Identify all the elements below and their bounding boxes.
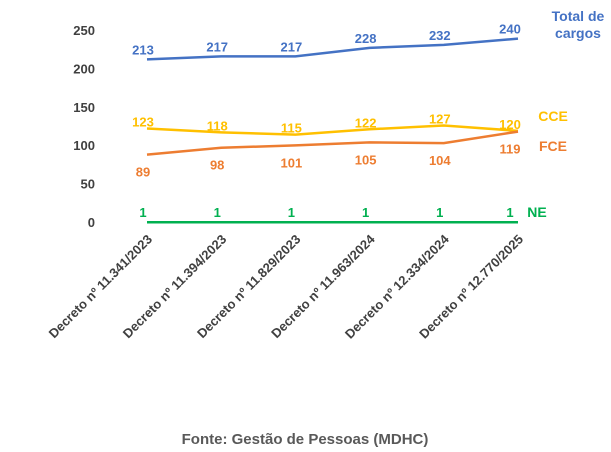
data-label: 122 bbox=[355, 115, 377, 130]
data-label: 104 bbox=[429, 153, 451, 168]
data-label: 98 bbox=[210, 158, 224, 173]
y-tick-label: 200 bbox=[73, 61, 95, 76]
data-label: 240 bbox=[499, 22, 521, 37]
data-label: 1 bbox=[436, 205, 443, 220]
data-label: 101 bbox=[281, 155, 303, 170]
data-label: 217 bbox=[281, 39, 303, 54]
data-label: 1 bbox=[362, 205, 369, 220]
data-label: 1 bbox=[214, 205, 221, 220]
series-line bbox=[146, 37, 519, 61]
series-line bbox=[146, 130, 519, 156]
data-label: 1 bbox=[506, 205, 513, 220]
data-label: 120 bbox=[499, 117, 521, 132]
data-label: 115 bbox=[281, 121, 302, 136]
y-tick-label: 100 bbox=[73, 138, 95, 153]
series-line bbox=[146, 124, 519, 136]
series-label: Total de cargos bbox=[551, 8, 605, 41]
data-label: 213 bbox=[132, 42, 154, 57]
data-label: 1 bbox=[288, 205, 295, 220]
y-tick-label: 50 bbox=[81, 177, 95, 192]
data-label: 228 bbox=[355, 31, 377, 46]
y-tick-label: 0 bbox=[88, 215, 95, 230]
data-label: 119 bbox=[500, 142, 521, 157]
source: Fonte: Gestão de Pessoas (MDHC) bbox=[182, 431, 429, 448]
data-label: 89 bbox=[136, 165, 150, 180]
data-label: 127 bbox=[429, 111, 451, 126]
data-label: 118 bbox=[207, 118, 228, 133]
series-label: CCE bbox=[538, 108, 568, 124]
data-label: 232 bbox=[429, 28, 451, 43]
y-tick-label: 250 bbox=[73, 23, 95, 38]
data-label: 1 bbox=[139, 205, 146, 220]
data-label: 123 bbox=[132, 115, 154, 130]
data-label: 105 bbox=[355, 152, 377, 167]
y-tick-label: 150 bbox=[73, 100, 95, 115]
series-label: FCE bbox=[539, 138, 567, 154]
data-label: 217 bbox=[206, 39, 228, 54]
series-label: NE bbox=[527, 204, 547, 220]
